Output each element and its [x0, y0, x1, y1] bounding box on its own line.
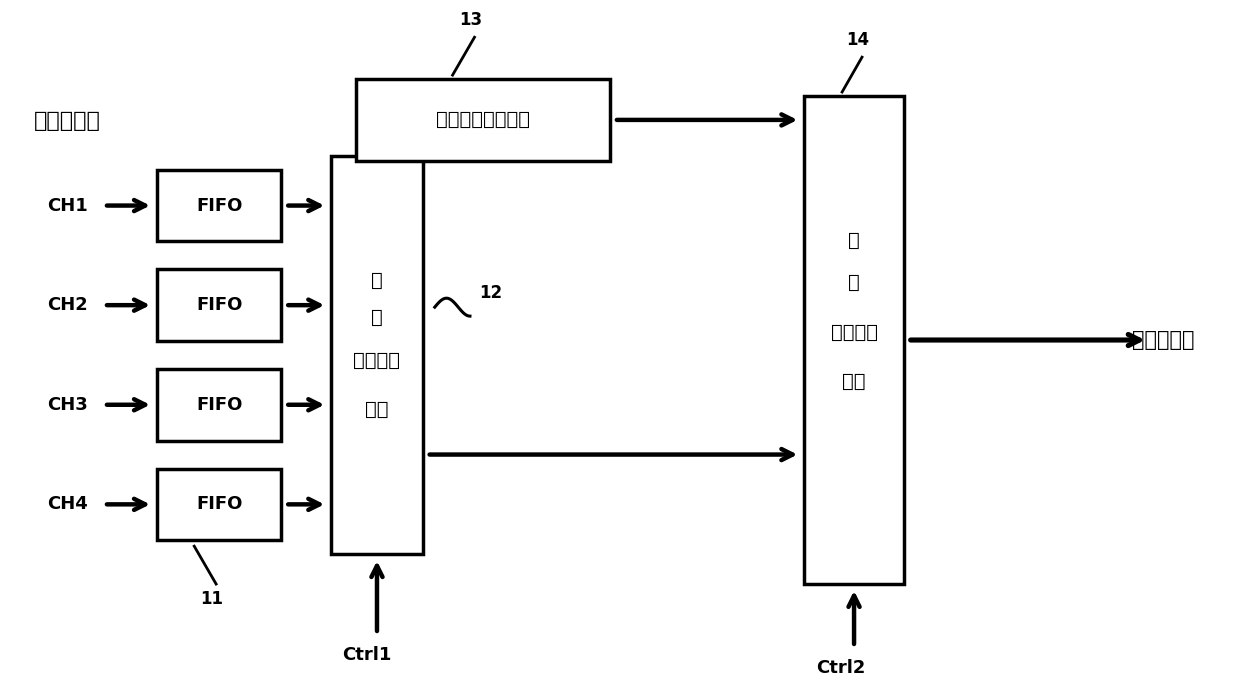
- Text: 模块: 模块: [842, 373, 866, 391]
- Text: 12: 12: [480, 284, 502, 302]
- Bar: [157, 269, 281, 341]
- Text: CH2: CH2: [47, 296, 88, 314]
- Text: CH4: CH4: [47, 495, 88, 513]
- Text: 数据复用: 数据复用: [831, 322, 878, 342]
- Text: FIFO: FIFO: [196, 197, 242, 215]
- Text: FIFO: FIFO: [196, 296, 242, 314]
- Text: FIFO: FIFO: [196, 495, 242, 513]
- Text: 帧同步码生成模块: 帧同步码生成模块: [436, 110, 529, 130]
- Text: Ctrl2: Ctrl2: [816, 659, 866, 677]
- Bar: [356, 79, 610, 161]
- Text: 一: 一: [371, 308, 383, 326]
- Text: CH3: CH3: [47, 396, 88, 414]
- Bar: [157, 469, 281, 540]
- Text: 磁共振数据: 磁共振数据: [35, 111, 102, 131]
- Text: FIFO: FIFO: [196, 396, 242, 414]
- Text: 模块: 模块: [366, 400, 388, 420]
- Bar: [805, 96, 904, 584]
- Text: CH1: CH1: [47, 197, 88, 215]
- Text: 二: 二: [848, 273, 859, 292]
- Bar: [157, 369, 281, 441]
- Bar: [331, 156, 423, 554]
- Bar: [157, 170, 281, 242]
- Text: 打包数据帧: 打包数据帧: [1132, 330, 1194, 350]
- Text: 数据复用: 数据复用: [353, 351, 401, 369]
- Text: 13: 13: [459, 11, 482, 29]
- Text: 第: 第: [371, 270, 383, 290]
- Text: Ctrl1: Ctrl1: [342, 646, 392, 664]
- Text: 14: 14: [847, 31, 869, 49]
- Text: 第: 第: [848, 231, 859, 250]
- Text: 11: 11: [201, 590, 223, 608]
